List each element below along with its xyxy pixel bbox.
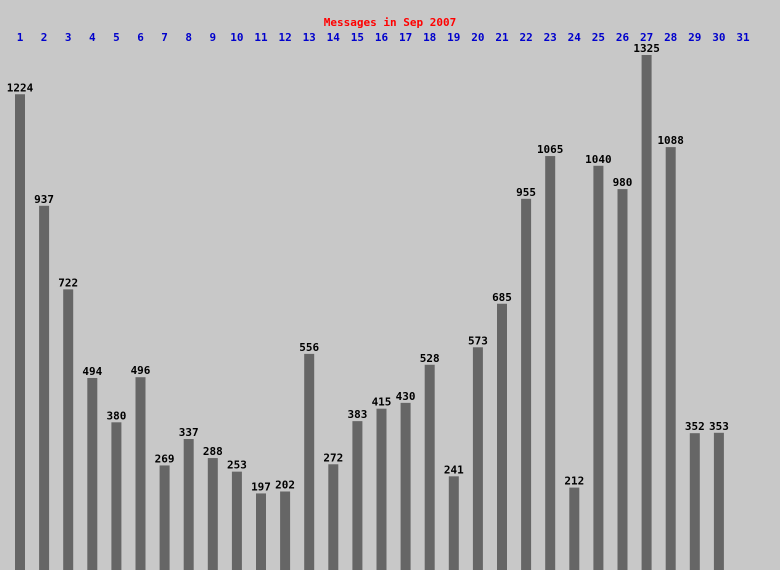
- x-tick-label: 4: [89, 31, 96, 44]
- value-label: 352: [685, 420, 705, 433]
- bar: [472, 347, 483, 570]
- value-label: 528: [420, 352, 440, 365]
- value-label: 556: [299, 341, 319, 354]
- bar: [352, 421, 363, 570]
- value-label: 1224: [7, 81, 34, 94]
- x-tick-label: 25: [592, 31, 605, 44]
- bar: [87, 377, 98, 570]
- bar: [448, 476, 459, 570]
- value-label: 1040: [585, 153, 612, 166]
- bar: [497, 303, 507, 570]
- value-label: 980: [613, 176, 633, 189]
- value-label: 685: [492, 291, 512, 304]
- value-label: 269: [155, 452, 175, 465]
- x-tick-label: 14: [327, 31, 341, 44]
- x-tick-label: 19: [447, 31, 460, 44]
- bar: [521, 198, 532, 570]
- value-label: 212: [564, 475, 584, 488]
- value-label: 353: [709, 420, 729, 433]
- bar: [207, 458, 218, 570]
- x-tick-label: 18: [423, 31, 436, 44]
- x-tick-label: 13: [303, 31, 316, 44]
- value-label: 272: [323, 451, 343, 464]
- bar: [713, 432, 724, 570]
- value-label: 202: [275, 478, 295, 491]
- value-label: 383: [347, 408, 367, 421]
- bar: [641, 55, 652, 570]
- value-label: 288: [203, 445, 223, 458]
- value-label: 380: [106, 409, 126, 422]
- value-label: 496: [131, 364, 151, 377]
- bar: [593, 165, 604, 570]
- x-tick-label: 28: [664, 31, 677, 44]
- x-tick-label: 27: [640, 31, 653, 44]
- x-tick-label: 10: [230, 31, 243, 44]
- bar: [376, 408, 387, 570]
- value-label: 573: [468, 334, 488, 347]
- bar: [545, 156, 556, 570]
- bar: [304, 353, 315, 570]
- bar: [183, 439, 194, 570]
- value-label: 253: [227, 459, 247, 472]
- x-tick-label: 23: [544, 31, 557, 44]
- x-tick-label: 9: [209, 31, 216, 44]
- value-label: 955: [516, 186, 536, 199]
- x-tick-label: 3: [65, 31, 72, 44]
- x-tick-label: 11: [254, 31, 268, 44]
- x-tick-label: 30: [712, 31, 725, 44]
- x-tick-label: 5: [113, 31, 120, 44]
- x-tick-label: 15: [351, 31, 364, 44]
- bar: [231, 471, 242, 570]
- x-tick-label: 21: [495, 31, 509, 44]
- value-label: 494: [82, 365, 102, 378]
- x-tick-label: 31: [736, 31, 750, 44]
- x-tick-label: 7: [161, 31, 168, 44]
- x-tick-label: 24: [568, 31, 582, 44]
- x-tick-label: 8: [185, 31, 192, 44]
- x-tick-label: 16: [375, 31, 389, 44]
- bar: [15, 94, 25, 570]
- x-tick-label: 2: [41, 31, 48, 44]
- value-label: 937: [34, 193, 54, 206]
- bar: [689, 433, 700, 570]
- chart-title: Messages in Sep 2007: [324, 16, 456, 29]
- x-tick-label: 20: [471, 31, 484, 44]
- value-label: 1325: [633, 42, 660, 55]
- x-tick-label: 6: [137, 31, 144, 44]
- x-tick-label: 22: [519, 31, 532, 44]
- value-label: 1065: [537, 143, 564, 156]
- bar: [424, 364, 435, 570]
- bar: [63, 289, 74, 570]
- bar: [569, 487, 580, 570]
- bar: [39, 205, 50, 570]
- bar: [135, 377, 146, 570]
- bar: [617, 189, 628, 570]
- bar: [328, 464, 339, 570]
- x-tick-label: 26: [616, 31, 630, 44]
- bar: [280, 491, 291, 570]
- value-label: 337: [179, 426, 199, 439]
- bar: [665, 147, 676, 570]
- value-label: 415: [372, 396, 392, 409]
- bar: [256, 493, 266, 570]
- value-label: 197: [251, 480, 271, 493]
- value-label: 430: [396, 390, 416, 403]
- bar: [111, 422, 122, 570]
- bar: [159, 465, 170, 570]
- value-label: 1088: [657, 134, 684, 147]
- x-tick-label: 29: [688, 31, 701, 44]
- x-tick-label: 17: [399, 31, 412, 44]
- bar: [400, 402, 411, 570]
- value-label: 241: [444, 463, 464, 476]
- x-tick-label: 1: [17, 31, 24, 44]
- value-label: 722: [58, 276, 78, 289]
- x-tick-label: 12: [278, 31, 291, 44]
